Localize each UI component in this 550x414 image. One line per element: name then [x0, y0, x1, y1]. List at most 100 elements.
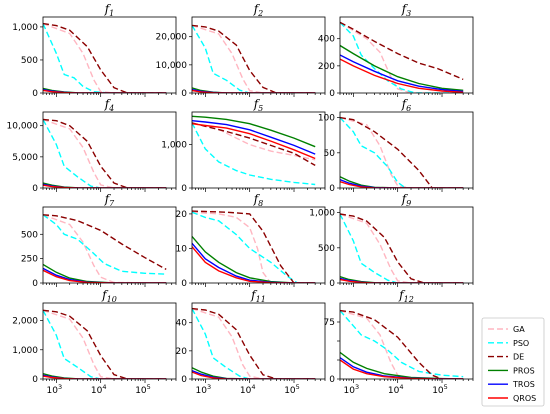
panel-f4: f4 0 5,000 10,000	[7, 97, 177, 194]
panel-title: f5	[253, 97, 264, 113]
series-line-ga	[340, 116, 464, 188]
series-line-ga	[43, 118, 167, 188]
series-line-pso	[340, 310, 464, 378]
x-tick-label: 104	[91, 383, 107, 396]
series-line-tros	[43, 267, 167, 283]
x-tick-label: 103	[196, 383, 212, 396]
series-line-pso	[43, 214, 167, 275]
y-tick-label: 250	[21, 255, 38, 265]
y-tick-label: 5,000	[12, 153, 38, 163]
panel-f11: f11 0 20 40 103 104 105	[176, 288, 326, 396]
panel-f9: f9 0 500 1,000	[309, 192, 474, 289]
y-tick-label: 1,000	[12, 23, 38, 33]
series-line-pros	[340, 44, 464, 91]
y-tick-label: 0	[32, 279, 38, 289]
legend-label-qros: QROS	[513, 394, 536, 403]
y-tick-label: 0	[329, 89, 335, 99]
series-line-qros	[43, 269, 167, 283]
y-tick-label: 10	[176, 244, 188, 254]
axes-frame	[42, 206, 177, 284]
series-line-pso	[192, 25, 316, 93]
series-line-de	[192, 210, 316, 283]
series-line-de	[192, 24, 316, 93]
series-line-ga	[43, 214, 167, 283]
panel-f2: f2 0 10,000 20,000	[156, 2, 326, 99]
series-line-pso	[340, 117, 464, 188]
y-tick-label: 0	[181, 184, 187, 194]
series-line-de	[43, 309, 167, 379]
panel-f1: f1 0 500 1,000	[12, 2, 177, 99]
panel-title: f1	[104, 2, 115, 18]
legend-label-ga: GA	[513, 325, 525, 334]
panel-title: f8	[253, 192, 264, 208]
series-line-pso	[192, 122, 316, 186]
x-tick-label: 104	[240, 383, 256, 396]
y-tick-label: 1,000	[161, 141, 187, 151]
x-tick-label: 105	[284, 383, 300, 396]
series-line-pso	[43, 309, 167, 379]
y-tick-label: 0	[181, 375, 187, 385]
axes-frame	[42, 111, 177, 189]
series-line-de	[43, 214, 167, 271]
y-tick-label: 20,000	[156, 33, 188, 43]
panel-f10: f10 0 1,000 2,000 103 104 105	[12, 288, 177, 396]
y-tick-label: 500	[21, 230, 38, 240]
series-line-ga	[43, 309, 167, 379]
panel-title: f4	[104, 97, 115, 113]
y-tick-label: 0	[32, 89, 38, 99]
panel-f12: f12 0 75 103 104 105	[324, 288, 474, 396]
series-line-pso	[192, 308, 316, 379]
series-line-qros	[340, 181, 464, 188]
y-tick-label: 0	[181, 89, 187, 99]
y-tick-label: 100	[318, 114, 335, 124]
y-tick-label: 0	[181, 279, 187, 289]
series-line-de	[43, 118, 167, 188]
panel-f8: f8 0 10 20	[176, 192, 326, 289]
series-line-qros	[192, 246, 316, 283]
series-line-de	[192, 307, 316, 379]
series-line-pso	[340, 213, 464, 283]
series-line-de	[43, 22, 167, 93]
series-line-qros	[340, 58, 464, 93]
series-line-ga	[340, 309, 464, 379]
series-line-tros	[340, 54, 464, 93]
legend-label-pso: PSO	[513, 339, 529, 348]
series-line-ga	[340, 21, 464, 93]
y-tick-label: 75	[324, 318, 335, 328]
series-line-qros	[192, 123, 316, 160]
y-tick-label: 10,000	[156, 61, 188, 71]
series-line-de	[340, 213, 464, 283]
y-tick-label: 0	[329, 375, 335, 385]
series-line-pros	[192, 115, 316, 148]
series-line-de	[340, 21, 464, 81]
panel-f7: f7 0 250 500	[21, 192, 177, 289]
x-tick-label: 104	[388, 383, 404, 396]
y-tick-label: 20	[176, 210, 188, 220]
panel-title: f11	[250, 288, 266, 304]
axes-frame	[339, 16, 474, 94]
y-tick-label: 400	[318, 35, 335, 45]
axes-frame	[339, 111, 474, 189]
series-line-pros	[43, 263, 167, 283]
series-line-ga	[192, 307, 316, 379]
y-tick-label: 0	[32, 375, 38, 385]
y-tick-label: 0	[329, 184, 335, 194]
x-tick-label: 105	[135, 383, 151, 396]
panel-f5: f5 0 1,000	[161, 97, 326, 194]
series-line-pros	[192, 235, 316, 283]
axes-frame	[339, 206, 474, 284]
series-line-pso	[43, 119, 167, 188]
y-tick-label: 0	[32, 184, 38, 194]
series-line-de	[340, 116, 464, 188]
series-line-ga	[340, 213, 464, 283]
legend-label-de: DE	[513, 353, 524, 362]
y-tick-label: 2,000	[12, 317, 38, 327]
series-line-ga	[192, 211, 316, 283]
y-tick-label: 20	[176, 347, 188, 357]
panel-title: f3	[401, 2, 412, 18]
series-line-tros	[192, 242, 316, 283]
y-tick-label: 10,000	[7, 122, 39, 132]
series-line-tros	[192, 120, 316, 155]
axes-frame	[42, 16, 177, 94]
